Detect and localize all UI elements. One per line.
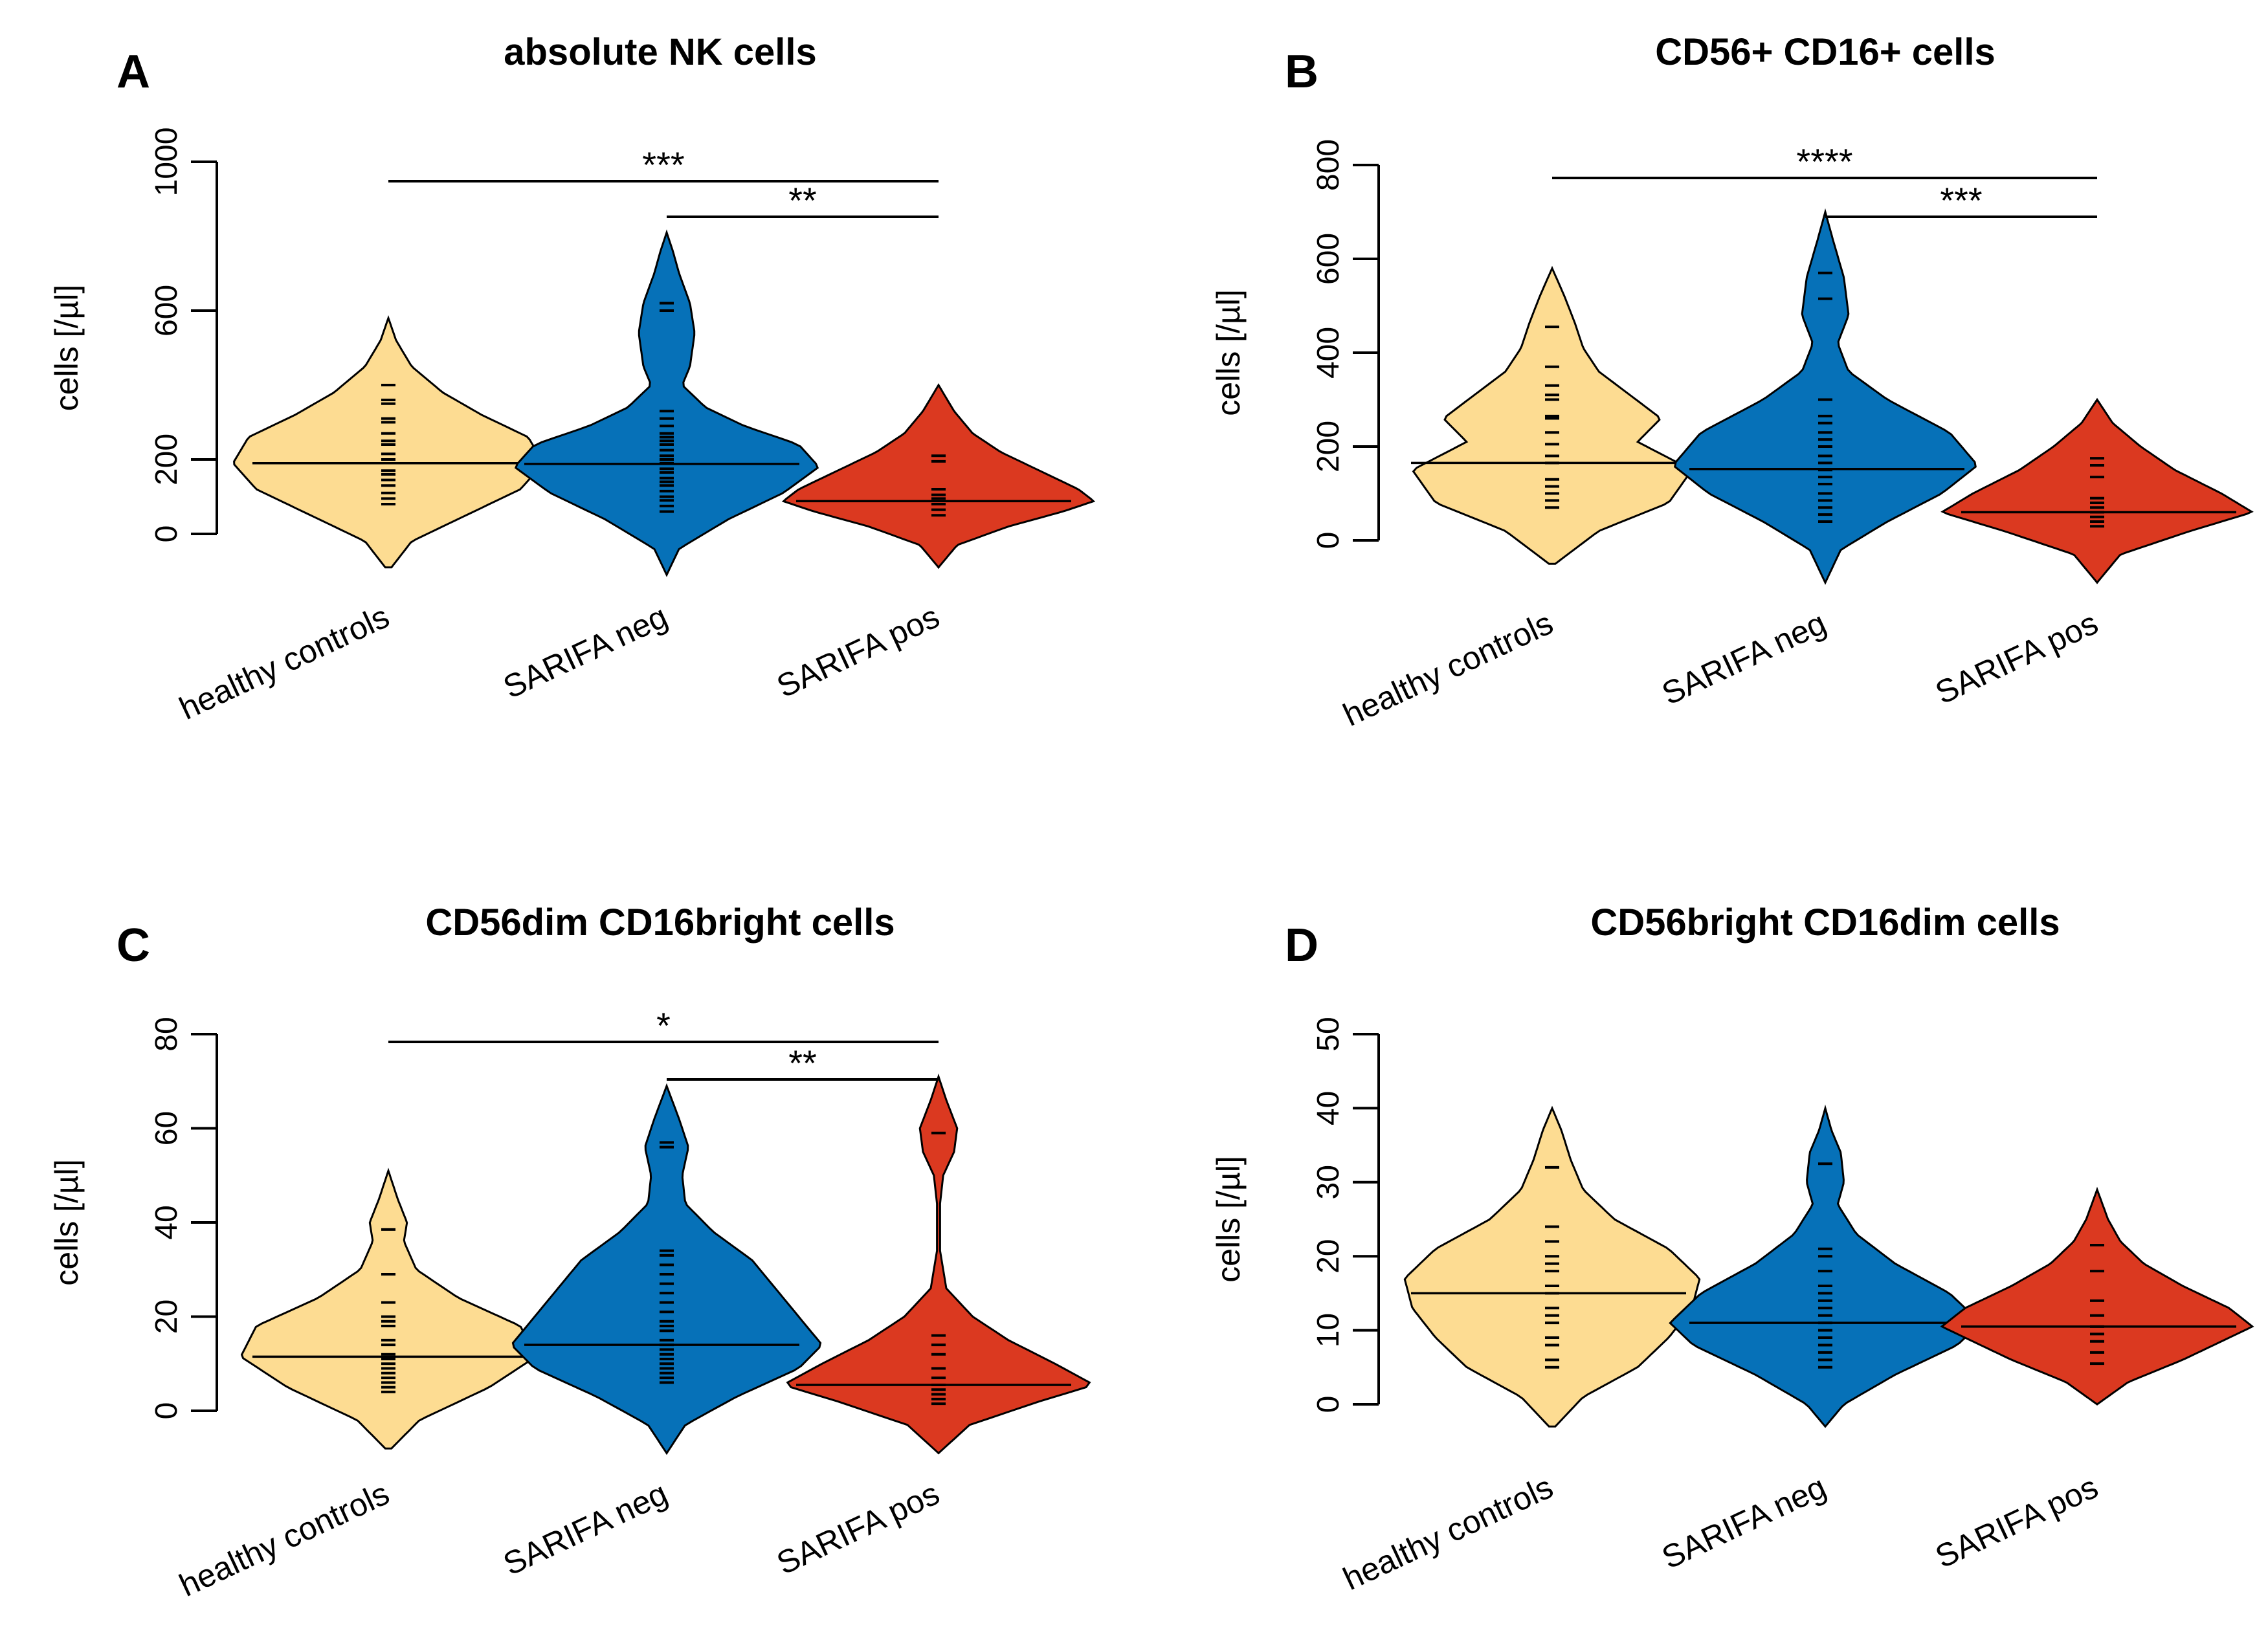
y-axis-label: cells [/µl]	[49, 285, 85, 412]
bean-sarifa-neg	[1669, 1104, 1982, 1428]
panel-letter: B	[1285, 46, 1318, 98]
chart-title: CD56bright CD16dim cells	[1590, 901, 2060, 944]
y-tick-label: 20	[150, 1299, 184, 1334]
y-axis-label: cells [/µl]	[1210, 289, 1247, 416]
category-label: SARIFA neg	[498, 598, 673, 705]
bean-sarifa-pos	[781, 383, 1096, 569]
category-label: healthy controls	[174, 1475, 395, 1604]
y-tick-label: 20	[1311, 1239, 1346, 1274]
y-tick-label: 60	[150, 1111, 184, 1145]
panel-b: B CD56+ CD16+ cells 0 200 400 600 800 cells [/µ…	[1210, 31, 2254, 733]
panel-letter: C	[117, 920, 150, 971]
bean-sarifa-neg	[1674, 208, 1977, 585]
bean-sarifa-pos	[1940, 397, 2254, 584]
bean-sarifa-neg	[514, 229, 819, 577]
y-tick-label: 600	[150, 285, 184, 337]
y-tick-label: 0	[150, 1402, 184, 1420]
y-tick-label: 50	[1311, 1017, 1346, 1051]
significance-label: ****	[1796, 141, 1852, 182]
bean-sarifa-pos	[786, 1073, 1091, 1455]
significance-label: ***	[1940, 180, 1982, 221]
significance-label: ***	[642, 144, 684, 185]
y-tick-label: 40	[150, 1205, 184, 1239]
category-label: healthy controls	[1338, 604, 1559, 733]
y-tick-label: 40	[1311, 1091, 1346, 1125]
y-axis-label: cells [/µl]	[1210, 1156, 1247, 1283]
category-label: SARIFA neg	[1656, 604, 1832, 712]
bean-healthy-controls	[233, 315, 544, 569]
bean-sarifa-neg	[511, 1083, 822, 1455]
panel-c: C CD56dim CD16bright cells 0 20 40 60 80 cells …	[49, 901, 1091, 1604]
bean-healthy-controls	[1403, 1105, 1701, 1428]
chart-title: CD56+ CD16+ cells	[1655, 31, 1996, 73]
y-tick-label: 200	[150, 434, 184, 485]
y-tick-label: 30	[1311, 1165, 1346, 1199]
category-label: healthy controls	[1338, 1468, 1559, 1597]
panel-letter: A	[117, 46, 150, 98]
significance-label: **	[788, 180, 817, 221]
category-label: SARIFA neg	[1656, 1468, 1832, 1576]
y-tick-label: 80	[150, 1017, 184, 1051]
category-label: SARIFA pos	[1930, 1468, 2104, 1575]
y-tick-label: 200	[1311, 421, 1346, 472]
significance-label: **	[788, 1043, 817, 1083]
y-tick-label: 10	[1311, 1313, 1346, 1347]
panel-letter: D	[1285, 920, 1318, 971]
y-tick-label: 800	[1311, 139, 1346, 191]
category-label: SARIFA pos	[772, 598, 945, 705]
bean-sarifa-pos	[1940, 1186, 2254, 1406]
significance-label: *	[656, 1005, 671, 1046]
chart-title: absolute NK cells	[504, 31, 816, 73]
y-tick-label: 600	[1311, 233, 1346, 285]
y-tick-label: 0	[150, 525, 184, 543]
category-label: SARIFA pos	[772, 1475, 945, 1582]
y-tick-label: 0	[1311, 1396, 1346, 1413]
category-label: healthy controls	[174, 598, 395, 727]
y-axis-label: cells [/µl]	[49, 1159, 85, 1286]
y-tick-label: 1000	[150, 127, 184, 197]
category-label: SARIFA neg	[498, 1475, 673, 1582]
y-tick-label: 400	[1311, 327, 1346, 379]
panel-d: D CD56bright CD16dim cells 0 10 20 30 40 50 cell…	[1210, 901, 2254, 1597]
category-label: SARIFA pos	[1930, 604, 2104, 711]
y-tick-label: 0	[1311, 532, 1346, 549]
bean-healthy-controls	[240, 1167, 537, 1450]
chart-title: CD56dim CD16bright cells	[425, 901, 895, 944]
